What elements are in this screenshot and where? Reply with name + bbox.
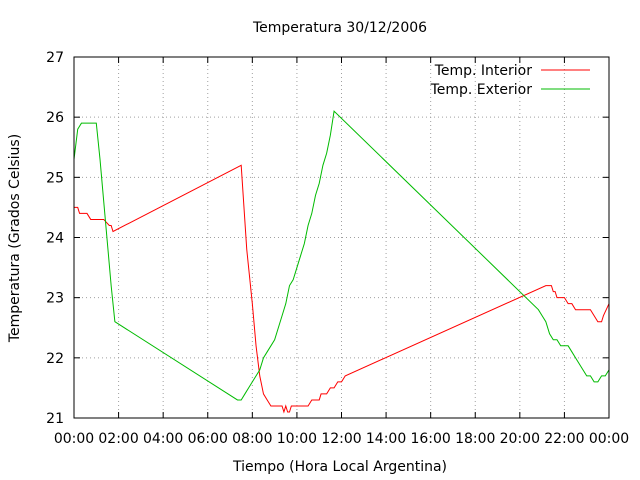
x-tick-label: 10:00 <box>277 431 317 447</box>
y-tick-label: 26 <box>46 110 64 126</box>
x-tick-label: 08:00 <box>232 431 272 447</box>
series-line-interior <box>74 164 610 414</box>
grid-lines <box>74 57 609 418</box>
x-tick-label: 06:00 <box>188 431 228 447</box>
y-tick-label: 25 <box>46 170 64 186</box>
y-tick-label: 22 <box>46 351 64 367</box>
x-tick-label: 20:00 <box>500 431 540 447</box>
x-tick-label: 18:00 <box>455 431 495 447</box>
legend-label: Temp. Interior <box>434 63 533 79</box>
y-tick-label: 24 <box>46 231 64 247</box>
series-line-exterior <box>73 110 610 401</box>
legend-label: Temp. Exterior <box>430 82 533 98</box>
legend: Temp. Interior Temp. Exterior <box>430 63 590 98</box>
x-axis-ticks: 00:00 02:00 04:00 06:00 08:00 10:00 12:00 14:00… <box>54 57 629 447</box>
x-tick-label: 02:00 <box>98 431 138 447</box>
x-axis-label: Tiempo (Hora Local Argentina) <box>232 459 447 475</box>
x-tick-label: 14:00 <box>366 431 406 447</box>
x-tick-label: 16:00 <box>410 431 450 447</box>
y-tick-label: 21 <box>46 411 64 427</box>
x-tick-label: 00:00 <box>589 431 629 447</box>
y-tick-label: 27 <box>46 50 64 66</box>
plot-frame <box>73 56 610 419</box>
y-axis-label: Temperatura (Grados Celsius) <box>7 134 23 343</box>
x-tick-label: 04:00 <box>143 431 183 447</box>
y-tick-label: 23 <box>46 291 64 307</box>
x-tick-label: 12:00 <box>321 431 361 447</box>
chart-title: Temperatura 30/12/2006 <box>252 20 427 36</box>
series-lines <box>73 110 610 414</box>
x-tick-label: 22:00 <box>544 431 584 447</box>
x-tick-label: 00:00 <box>54 431 94 447</box>
